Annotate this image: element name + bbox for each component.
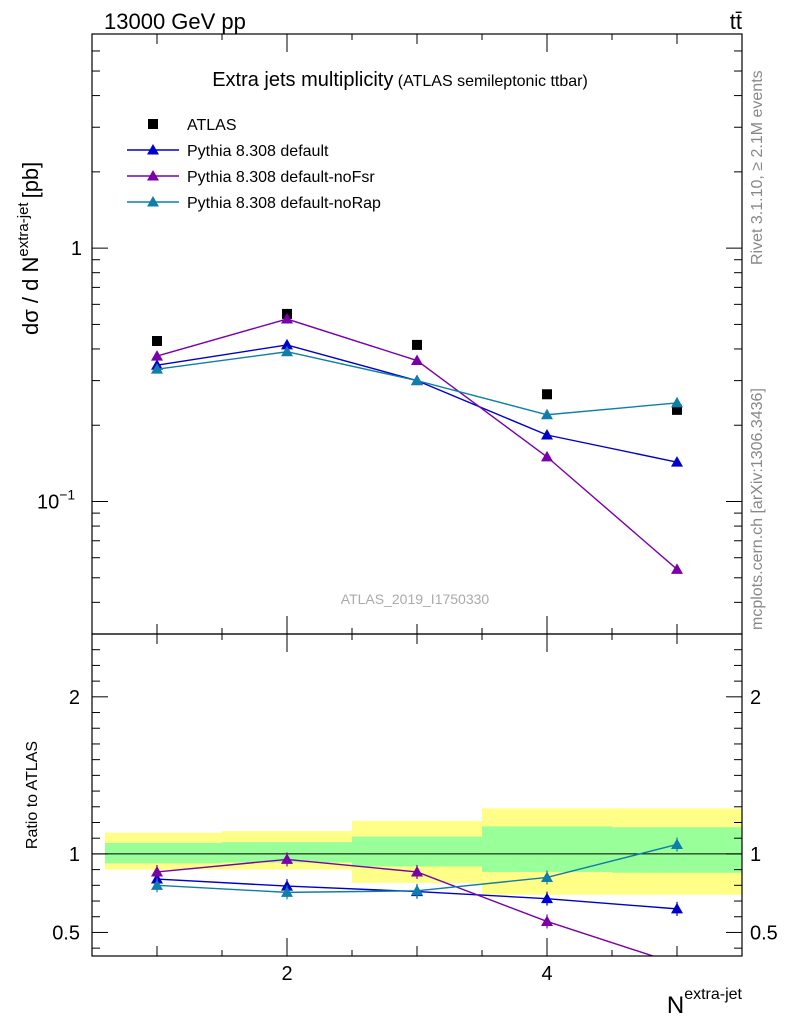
watermark: ATLAS_2019_I1750330 bbox=[341, 591, 490, 607]
y-tick-label: 1 bbox=[71, 238, 82, 260]
ratio-series bbox=[151, 837, 683, 956]
legend-marker bbox=[148, 119, 158, 129]
legend-marker bbox=[147, 144, 159, 155]
data-point bbox=[671, 456, 683, 467]
band-inner bbox=[105, 842, 222, 864]
legend: ATLAS Pythia 8.308 default Pythia 8.308 de… bbox=[127, 117, 381, 212]
data-point bbox=[151, 363, 163, 374]
band-inner bbox=[482, 826, 612, 872]
ratio-ticks: 0.5 0.5 1 1 2 2 2 4 bbox=[52, 634, 778, 985]
ratio-data-point bbox=[411, 884, 423, 896]
x-axis-label: Nextra-jet bbox=[667, 986, 743, 1019]
main-series bbox=[151, 308, 683, 574]
ratio-y-tick-label-right: 0.5 bbox=[750, 922, 778, 944]
data-point bbox=[671, 563, 683, 574]
data-point bbox=[411, 374, 423, 386]
ratio-data-point bbox=[411, 865, 423, 877]
main-ylabel-unit: [pb] bbox=[18, 162, 43, 199]
main-ylabel-text: dσ / d N bbox=[18, 257, 43, 335]
y-tick-label-sup: −1 bbox=[59, 487, 75, 503]
legend-label: Pythia 8.308 default-noRap bbox=[187, 195, 381, 212]
rivet-label: Rivet 3.1.10, ≥ 2.1M events bbox=[749, 70, 766, 265]
ratio-data-point bbox=[281, 886, 293, 897]
legend-marker bbox=[147, 170, 159, 181]
ratio-y-tick-label-right: 1 bbox=[750, 844, 761, 866]
ratio-data-point bbox=[541, 892, 553, 904]
ratio-data-point bbox=[151, 865, 163, 877]
ratio-data-point bbox=[281, 880, 293, 891]
series-noRap bbox=[151, 345, 683, 420]
data-point bbox=[281, 313, 293, 324]
ratio-y-tick-label: 1 bbox=[69, 844, 80, 866]
legend-item-default: Pythia 8.308 default bbox=[127, 143, 329, 160]
legend-label: Pythia 8.308 default bbox=[187, 143, 329, 160]
ratio-ylabel: Ratio to ATLAS bbox=[24, 741, 41, 849]
ratio-data-point bbox=[671, 838, 683, 849]
data-point bbox=[672, 404, 682, 415]
data-point bbox=[541, 429, 553, 440]
x-axis-label-text: N bbox=[667, 992, 684, 1019]
header-left: 13000 GeV pp bbox=[104, 9, 246, 34]
y-tick-label: 10−1 bbox=[37, 487, 75, 514]
ratio-data-point bbox=[541, 915, 553, 926]
data-point bbox=[151, 350, 163, 361]
ratio-data-point bbox=[281, 853, 293, 864]
legend-marker bbox=[147, 196, 159, 207]
x-tick-label: 2 bbox=[281, 963, 292, 985]
header-right: tt̄ bbox=[730, 9, 742, 34]
main-ylabel: dσ / d Nextra-jet [pb] bbox=[15, 162, 43, 335]
chart-title: Extra jets multiplicity (ATLAS semilepto… bbox=[212, 69, 588, 91]
chart-title-sub: (ATLAS semileptonic ttbar) bbox=[398, 73, 588, 90]
data-point bbox=[541, 450, 553, 462]
mcplots-label: mcplots.cern.ch [arXiv:1306.3436] bbox=[749, 388, 766, 630]
band-inner bbox=[352, 836, 482, 867]
ratio-y-tick-label: 0.5 bbox=[52, 922, 80, 944]
ratio-series-noRap bbox=[151, 837, 683, 900]
main-panel: 1 10−1 ATLAS_2019_I1750330 Extra jets mul… bbox=[15, 33, 743, 635]
ratio-y-tick-label: 2 bbox=[69, 687, 80, 709]
ratio-panel: 0.5 0.5 1 1 2 2 2 4 Ratio to ATLAS Nextra-jet bbox=[24, 633, 778, 1019]
data-point bbox=[412, 339, 422, 350]
data-point bbox=[542, 389, 552, 400]
ratio-series-noFsr bbox=[151, 852, 656, 956]
legend-label: ATLAS bbox=[187, 117, 237, 134]
series-noFsr bbox=[151, 313, 683, 574]
y-tick-label-base: 10 bbox=[37, 492, 59, 514]
data-point bbox=[152, 336, 162, 347]
ratio-data-point bbox=[151, 879, 163, 890]
x-axis-label-sup: extra-jet bbox=[684, 986, 742, 1003]
data-point bbox=[281, 338, 293, 350]
band-inner bbox=[222, 842, 352, 863]
data-point bbox=[281, 345, 293, 357]
legend-item-noRap: Pythia 8.308 default-noRap bbox=[127, 195, 381, 212]
ratio-y-tick-label-right: 2 bbox=[750, 687, 761, 709]
ratio-data-point bbox=[541, 871, 553, 882]
data-point bbox=[541, 408, 553, 420]
ratio-data-point bbox=[671, 902, 683, 914]
legend-item-noFsr: Pythia 8.308 default-noFsr bbox=[127, 169, 375, 186]
x-tick-label: 4 bbox=[541, 963, 552, 985]
ratio-frame bbox=[91, 633, 743, 957]
data-point bbox=[411, 354, 423, 366]
data-point bbox=[671, 396, 683, 408]
legend-label: Pythia 8.308 default-noFsr bbox=[187, 169, 375, 186]
main-ticks: 1 10−1 bbox=[37, 33, 743, 635]
main-ylabel-sup: extra-jet bbox=[15, 202, 32, 257]
chart-title-main: Extra jets multiplicity bbox=[212, 69, 393, 91]
legend-item-atlas: ATLAS bbox=[148, 117, 237, 134]
